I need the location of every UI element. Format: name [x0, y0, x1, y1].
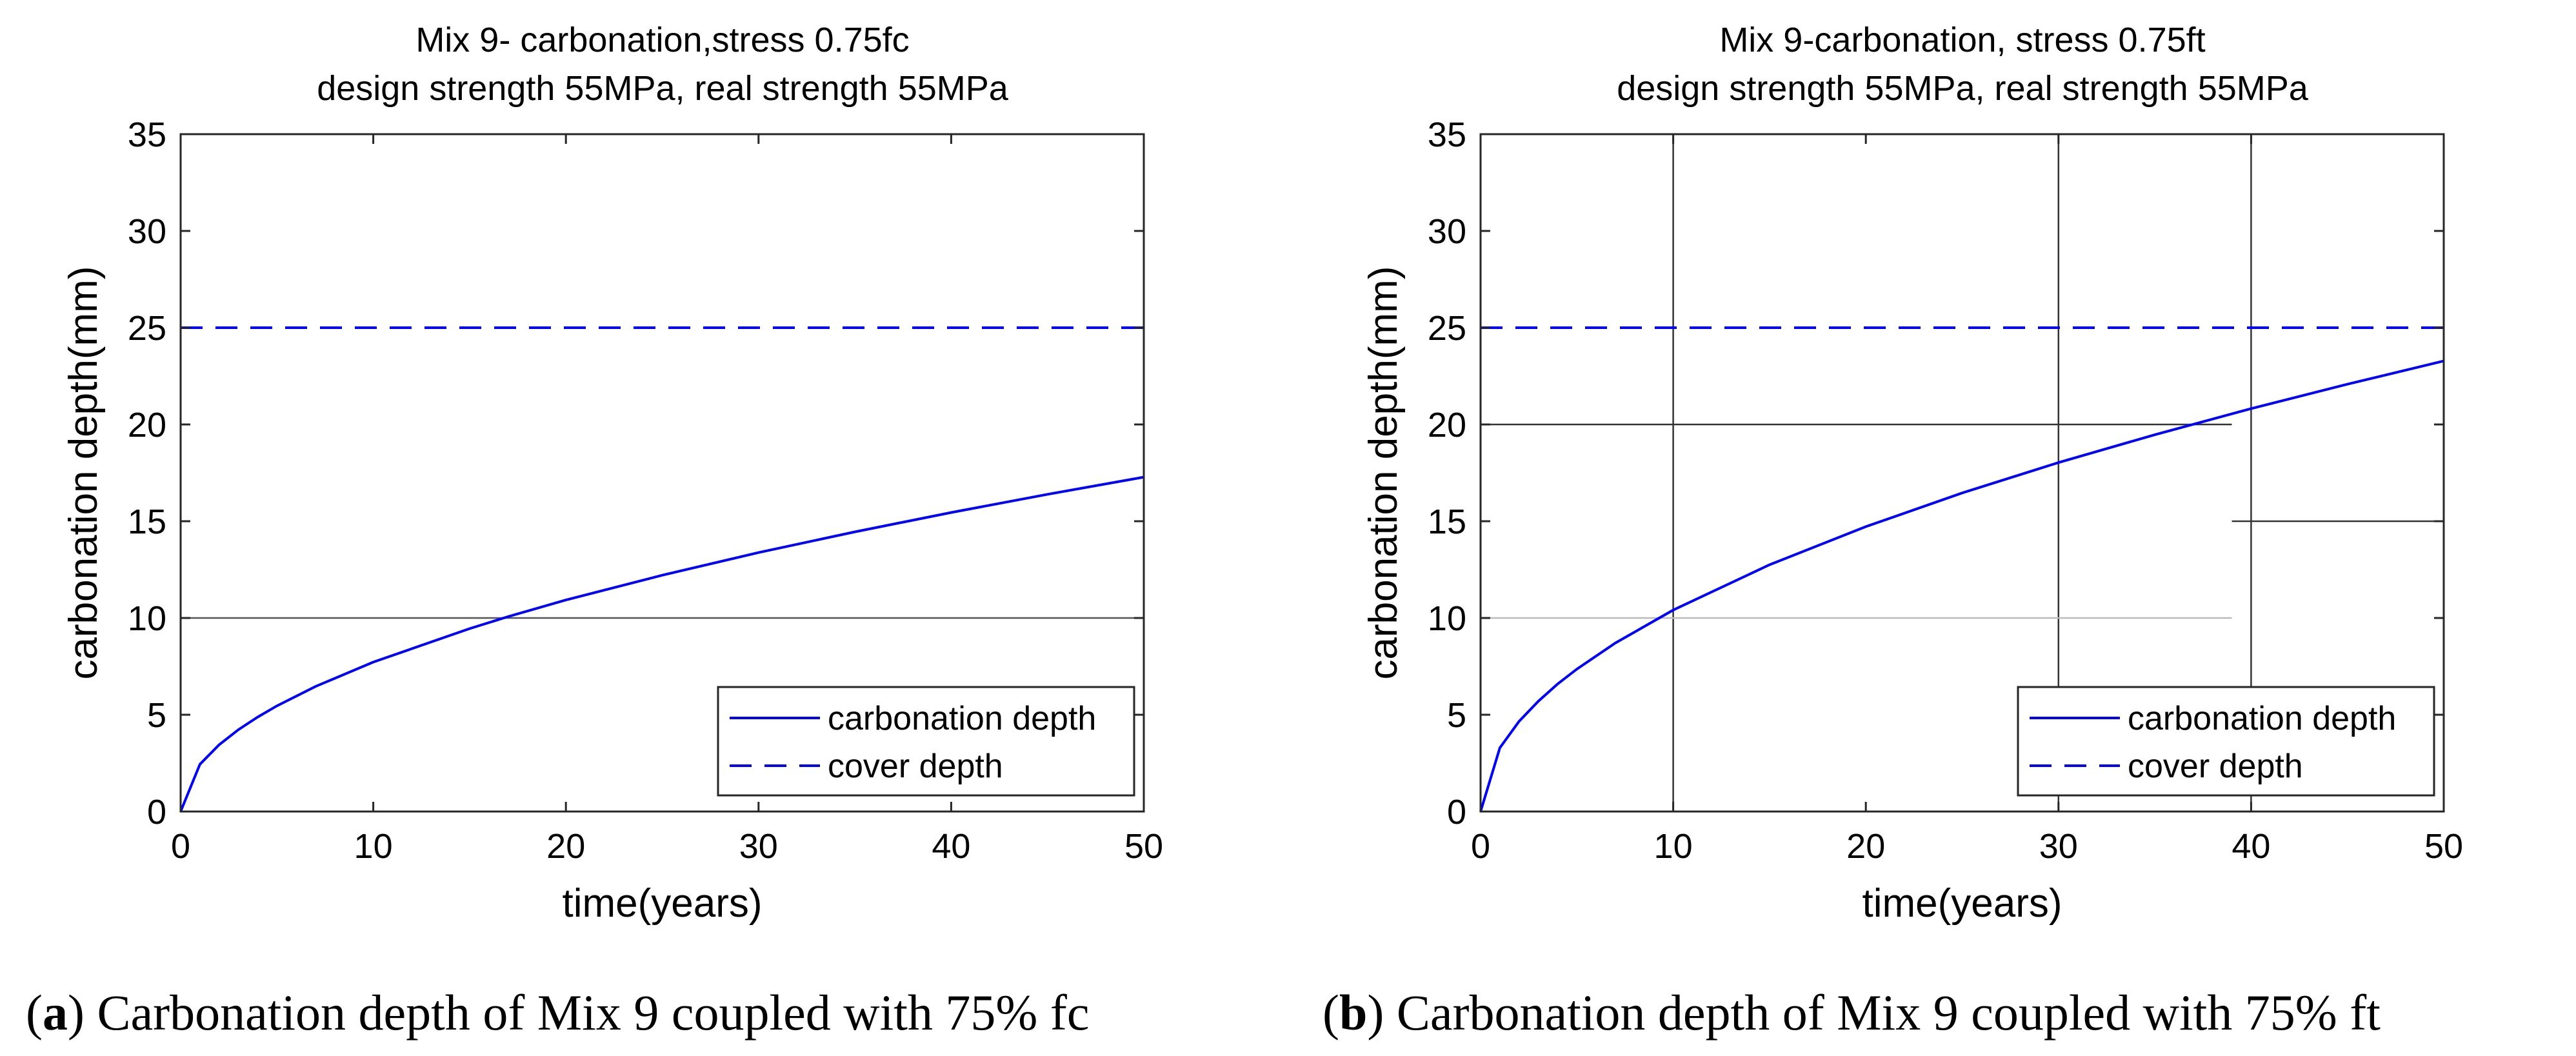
y-tick-label: 5	[1447, 696, 1466, 735]
y-tick-label: 35	[128, 115, 166, 154]
legend-box	[717, 686, 1135, 797]
x-axis-label: time(years)	[1862, 881, 2062, 926]
chart-title-line-2: design strength 55MPa, real strength 55M…	[317, 69, 1009, 108]
chart-title-line-1: Mix 9- carbonation,stress 0.75fc	[415, 21, 909, 59]
legend-entry-cover-depth: cover depth	[2128, 748, 2303, 785]
caption-b: (b) Carbonation depth of Mix 9 coupled w…	[1323, 984, 2381, 1041]
x-tick-label: 20	[1846, 827, 1885, 866]
plot-area-frame	[179, 133, 1145, 813]
y-tick-label: 10	[1428, 599, 1466, 638]
y-tick-label: 30	[128, 212, 166, 251]
y-tick-label: 20	[128, 406, 166, 444]
legend-entry-carbonation-depth: carbonation depth	[828, 700, 1096, 737]
x-tick-label: 30	[2039, 827, 2078, 866]
legend: carbonation depth cover depth	[2017, 686, 2435, 797]
caption-b-label: b	[1339, 984, 1368, 1041]
y-tick-label: 35	[1428, 115, 1466, 154]
plot-area-frame	[1479, 133, 2445, 813]
y-tick-label: 30	[1428, 212, 1466, 251]
y-tick-label: 0	[1447, 793, 1466, 832]
y-axis-label: carbonation depth(mm)	[1361, 266, 1406, 680]
y-tick-label: 15	[1428, 503, 1466, 541]
legend-entry-carbonation-depth: carbonation depth	[2128, 700, 2396, 737]
x-tick-label: 40	[932, 827, 970, 866]
x-tick-label: 50	[1124, 827, 1163, 866]
x-tick-label: 40	[2232, 827, 2270, 866]
x-tick-label: 0	[171, 827, 190, 866]
y-axis-label: carbonation depth(mm)	[61, 266, 106, 680]
legend-box	[2017, 686, 2435, 797]
chart-panel-a: Mix 9- carbonation,stress 0.75fc design s…	[61, 21, 1163, 926]
chart-panel-b: Mix 9-carbonation, stress 0.75ft design s…	[1361, 21, 2463, 926]
x-tick-label: 30	[739, 827, 778, 866]
y-tick-label: 15	[128, 503, 166, 541]
caption-b-text: ) Carbonation depth of Mix 9 coupled wit…	[1367, 984, 2381, 1041]
y-tick-label: 25	[128, 309, 166, 348]
caption-a-text: ) Carbonation depth of Mix 9 coupled wit…	[67, 984, 1090, 1041]
chart-title-line-2: design strength 55MPa, real strength 55M…	[1617, 69, 2309, 108]
x-tick-label: 0	[1471, 827, 1490, 866]
y-tick-label: 0	[147, 793, 166, 832]
y-tick-label: 10	[128, 599, 166, 638]
series-line-carbonation-depth	[179, 475, 1144, 812]
x-axis-label: time(years)	[562, 881, 762, 926]
series-line-carbonation-depth	[1479, 359, 2444, 812]
legend-entry-cover-depth: cover depth	[828, 748, 1003, 785]
y-tick-label: 25	[1428, 309, 1466, 348]
x-tick-label: 10	[354, 827, 393, 866]
y-tick-label: 5	[147, 696, 166, 735]
caption-a-label: a	[42, 984, 68, 1041]
x-tick-label: 20	[546, 827, 585, 866]
y-tick-label: 20	[1428, 406, 1466, 444]
caption-a: (a) Carbonation depth of Mix 9 coupled w…	[26, 984, 1090, 1041]
legend: carbonation depth cover depth	[717, 686, 1135, 797]
x-tick-label: 50	[2424, 827, 2463, 866]
chart-title-line-1: Mix 9-carbonation, stress 0.75ft	[1719, 21, 2205, 59]
x-tick-label: 10	[1654, 827, 1693, 866]
